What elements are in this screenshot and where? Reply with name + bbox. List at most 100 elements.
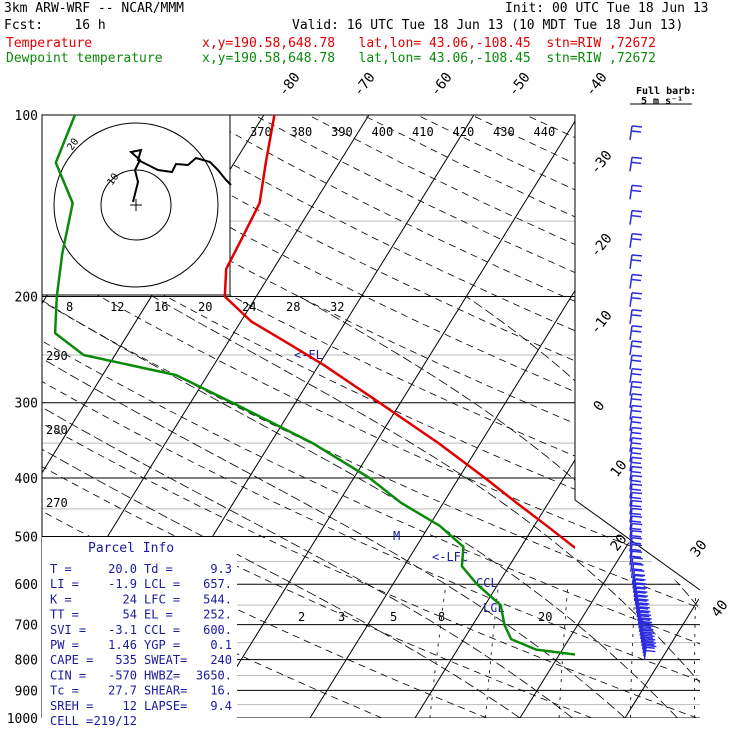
parcel-info-key: SHEAR= xyxy=(144,684,187,698)
dewpoint-point xyxy=(510,638,512,640)
wind-barb-flag xyxy=(631,340,643,343)
parcel-info-key: LCL = xyxy=(144,577,180,591)
wind-barb-flag xyxy=(639,606,650,609)
moist-adiabat xyxy=(619,296,700,718)
theta-e-label: 410 xyxy=(412,125,434,139)
dry-adiabat xyxy=(416,115,700,718)
parcel-info-key: PW = xyxy=(50,638,79,652)
wind-barb-flag xyxy=(631,297,642,300)
temperature-point xyxy=(484,477,486,479)
parcel-info-background xyxy=(42,537,237,719)
wind-barb-flag xyxy=(643,627,654,631)
wind-barb xyxy=(629,427,633,442)
wind-barb-flag xyxy=(631,550,643,553)
hodograph-ring-outer xyxy=(53,122,219,288)
hodograph-trace xyxy=(128,148,232,203)
wind-barb-flag xyxy=(642,620,653,624)
wind-barb-flag xyxy=(631,292,643,295)
isotherm-line xyxy=(624,115,700,718)
dewpoint-point xyxy=(503,623,506,626)
parcel-info-key: CCL = xyxy=(144,623,180,637)
parcel-info-value: -3.1 xyxy=(108,623,137,637)
theta-e-label: 390 xyxy=(331,125,353,139)
temperature-point xyxy=(250,320,253,323)
temperature-point xyxy=(288,343,291,346)
wind-barb-flag xyxy=(645,641,656,645)
parcel-info-value: 1.46 xyxy=(108,638,137,652)
wind-barb-flag xyxy=(632,561,642,565)
wind-barb xyxy=(629,325,633,340)
wind-barb-flag xyxy=(631,125,643,128)
wind-barb xyxy=(629,309,633,324)
wind-barb-flag xyxy=(631,555,642,558)
wind-legend-unit: 5 m s⁻¹ xyxy=(641,96,683,107)
wind-barb-flag xyxy=(633,563,644,566)
moist-adiabat xyxy=(42,296,626,718)
wind-barb-flag xyxy=(631,385,642,389)
temperature-point xyxy=(701,624,703,626)
parcel-info-key: Tc = xyxy=(50,684,79,698)
pressure-tick-label: 600 xyxy=(15,578,38,593)
parcel-info-value: 657. xyxy=(203,577,232,591)
temperature-point xyxy=(241,237,243,239)
wind-barb xyxy=(629,516,633,531)
dewpoint-point xyxy=(535,648,537,651)
wind-barb xyxy=(629,551,633,566)
dry-adiabat xyxy=(42,115,700,718)
dewpoint-location-info: x,y=190.58,648.78 lat,lon= 43.06,-108.45… xyxy=(202,51,656,66)
temperature-point xyxy=(224,295,226,298)
wind-barb-flag xyxy=(631,380,643,384)
dewpoint-point xyxy=(82,354,85,356)
wind-barb-flag xyxy=(631,189,642,193)
isotherm-line xyxy=(204,115,580,718)
parcel-info-key: LAPSE= xyxy=(144,699,187,713)
wind-barb-flag xyxy=(641,617,652,620)
parcel-info-value: -570 xyxy=(108,668,137,682)
dewpoint-point xyxy=(462,546,465,548)
wind-barb xyxy=(629,544,633,559)
parcel-info-value: 9.4 xyxy=(210,699,232,713)
wind-barb xyxy=(629,530,633,545)
dewpoint-legend-label: Dewpoint temperature xyxy=(6,51,163,66)
hodograph-tick-label: 16 xyxy=(154,300,168,314)
dewpoint-point xyxy=(438,525,441,527)
mixing-ratio-label: 20 xyxy=(538,610,552,624)
parcel-info-value: 0.1 xyxy=(210,638,232,652)
parcel-info-value: 54 xyxy=(123,608,137,622)
theta-e-label: 430 xyxy=(493,125,515,139)
temperature-point xyxy=(273,115,276,116)
wind-barb-flag xyxy=(631,398,642,401)
hodograph-tick-label: 32 xyxy=(330,300,344,314)
wind-barb-flag xyxy=(631,130,642,133)
parcel-info-value: 600. xyxy=(203,623,232,637)
level-marker-lfc: <-LFC xyxy=(432,550,468,564)
wind-barb-flag xyxy=(631,529,643,533)
wind-barb-flag xyxy=(631,156,643,160)
temperature-line xyxy=(223,115,575,661)
wind-barb xyxy=(640,628,645,643)
dry-adiabat xyxy=(199,115,700,718)
wind-barb-flag xyxy=(631,499,643,503)
wind-barb-flag xyxy=(631,330,642,333)
temperature-legend-label: Temperature xyxy=(6,36,93,51)
parcel-info-value: 544. xyxy=(203,592,232,606)
theta-e-label: 400 xyxy=(372,125,394,139)
wind-barb-flag xyxy=(631,507,643,511)
plot-border xyxy=(41,114,576,718)
parcel-info-value: 252. xyxy=(203,608,232,622)
wind-barb-flag xyxy=(635,578,646,581)
mixing-ratio-label: 2 xyxy=(298,610,305,624)
wind-barb xyxy=(629,492,633,507)
wind-barb xyxy=(629,233,633,248)
temperature-point xyxy=(723,645,725,647)
wind-barb-flag xyxy=(631,491,643,495)
wind-barb-flag xyxy=(631,421,642,424)
theta-label: 270 xyxy=(46,496,68,510)
wind-barb-flag xyxy=(640,613,652,617)
wind-barb xyxy=(641,635,646,650)
valid-time: Valid: 16 UTC Tue 18 Jun 13 (10 MDT Tue … xyxy=(292,18,684,33)
wind-barb-flag xyxy=(631,354,643,357)
wind-barb xyxy=(629,340,633,356)
parcel-info-key: SVI = xyxy=(50,623,86,637)
wind-barb-flag xyxy=(631,404,643,408)
